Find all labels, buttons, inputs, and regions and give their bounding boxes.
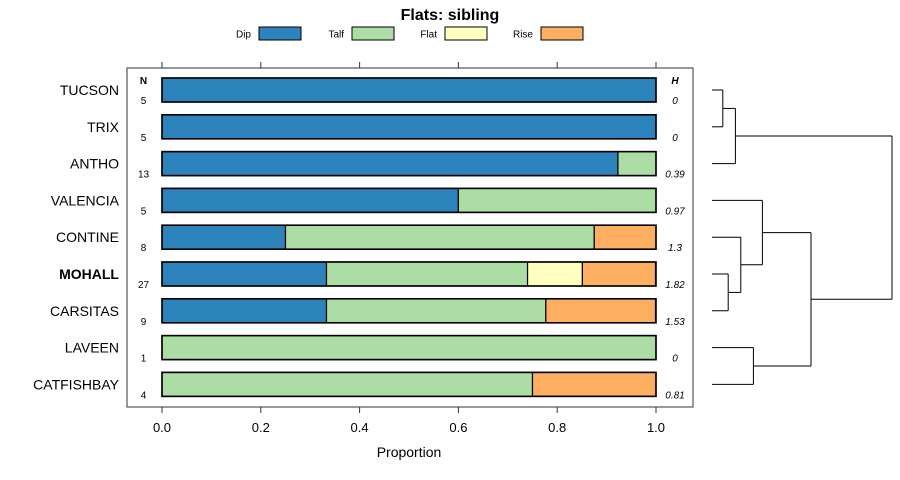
category-label: MOHALL bbox=[59, 266, 119, 282]
h-value: 0.39 bbox=[665, 170, 685, 181]
x-tick-label: 0.4 bbox=[351, 420, 369, 435]
n-value: 5 bbox=[141, 133, 147, 144]
n-value: 5 bbox=[141, 206, 147, 217]
n-value: 8 bbox=[141, 243, 147, 254]
bar-outline-trix bbox=[161, 114, 657, 140]
h-value: 1.82 bbox=[665, 280, 685, 291]
bar-segment-contine-dip bbox=[161, 224, 287, 250]
chart-title: Flats: sibling bbox=[401, 7, 500, 24]
bar-segment-trix-dip bbox=[161, 114, 657, 140]
category-label: CONTINE bbox=[56, 229, 119, 245]
legend-swatch-flat bbox=[444, 26, 488, 41]
bar-segment-carsitas-rise bbox=[545, 298, 657, 324]
x-axis-label: Proportion bbox=[377, 444, 442, 460]
bar-segment-carsitas-dip bbox=[161, 298, 328, 324]
category-label: TRIX bbox=[87, 119, 120, 135]
h-value: 1.3 bbox=[668, 243, 682, 254]
bar-segment-catfishbay-talf bbox=[161, 371, 534, 397]
n-value: 13 bbox=[138, 170, 150, 181]
legend-swatch-rise bbox=[540, 26, 584, 41]
bar-segment-catfishbay-rise bbox=[531, 371, 657, 397]
x-tick-label: 0.2 bbox=[252, 420, 270, 435]
bar-segment-contine-rise bbox=[593, 224, 657, 250]
category-label: CATFISHBAY bbox=[33, 376, 119, 392]
h-value: 0 bbox=[672, 96, 678, 107]
bar-outline-carsitas bbox=[161, 297, 657, 324]
bars bbox=[161, 77, 657, 398]
category-label: VALENCIA bbox=[51, 192, 120, 208]
bar-outline-mohall bbox=[161, 261, 657, 287]
legend-label-flat: Flat bbox=[420, 30, 437, 41]
h-value: 0.81 bbox=[665, 390, 684, 401]
h-value: 0 bbox=[672, 133, 678, 144]
legend-label-talf: Talf bbox=[328, 30, 344, 41]
n-header: N bbox=[140, 76, 147, 87]
bar-outline-antho bbox=[161, 150, 657, 177]
category-label: LAVEEN bbox=[65, 340, 119, 356]
category-label: ANTHO bbox=[70, 156, 119, 172]
legend: Dip Talf Flat Rise bbox=[236, 26, 584, 41]
bar-segment-antho-dip bbox=[161, 151, 619, 177]
n-value: 5 bbox=[141, 96, 147, 107]
bar-segment-antho-talf bbox=[617, 151, 657, 177]
plot-panel: N H bbox=[126, 67, 694, 408]
n-value: 1 bbox=[141, 354, 147, 365]
bar-outline-catfishbay bbox=[161, 371, 657, 398]
x-tick-label: 1.0 bbox=[647, 420, 665, 435]
h-value: 1.53 bbox=[665, 317, 685, 328]
category-label: TUCSON bbox=[60, 82, 119, 98]
n-value: 9 bbox=[141, 317, 147, 328]
bar-segment-mohall-flat bbox=[526, 261, 583, 287]
legend-swatch-dip bbox=[258, 26, 302, 41]
h-value: 0 bbox=[672, 354, 678, 365]
bar-segment-laveen-talf bbox=[161, 335, 657, 361]
labels: TUCSON 5 0 TRIX 5 0 ANTHO 13 0.39 VALENCIA 5 0.97 CO… bbox=[33, 82, 685, 401]
x-tick-label: 0.6 bbox=[449, 420, 467, 435]
bar-segment-valencia-talf bbox=[457, 187, 657, 213]
bar-segment-mohall-rise bbox=[581, 261, 657, 287]
n-value: 27 bbox=[138, 280, 150, 291]
legend-label-rise: Rise bbox=[513, 30, 533, 41]
bar-segment-mohall-dip bbox=[161, 261, 328, 287]
bar-outline-valencia bbox=[161, 187, 657, 214]
x-tick-label: 0.8 bbox=[548, 420, 566, 435]
bar-segment-mohall-talf bbox=[325, 261, 529, 287]
dendrogram bbox=[712, 89, 893, 385]
bar-segment-tucson-dip bbox=[161, 77, 657, 103]
title-layer: Flats: sibling bbox=[401, 7, 500, 24]
h-header: H bbox=[671, 76, 679, 87]
panel-frame bbox=[126, 67, 694, 408]
category-label: CARSITAS bbox=[50, 303, 119, 319]
n-value: 4 bbox=[141, 390, 147, 401]
legend-label-dip: Dip bbox=[236, 30, 251, 41]
legend-swatch-talf bbox=[351, 26, 395, 41]
x-axis: Proportion 0.0 0.2 0.4 0.6 0.8 1.0 bbox=[153, 62, 665, 460]
bar-segment-contine-talf bbox=[284, 224, 595, 250]
x-tick-label: 0.0 bbox=[153, 420, 171, 435]
bar-segment-valencia-dip bbox=[161, 187, 459, 213]
bar-outline-laveen bbox=[161, 334, 657, 361]
bar-segment-carsitas-talf bbox=[325, 298, 547, 324]
bar-outline-contine bbox=[161, 224, 657, 250]
h-value: 0.97 bbox=[665, 206, 685, 217]
bar-outline-tucson bbox=[161, 77, 657, 103]
